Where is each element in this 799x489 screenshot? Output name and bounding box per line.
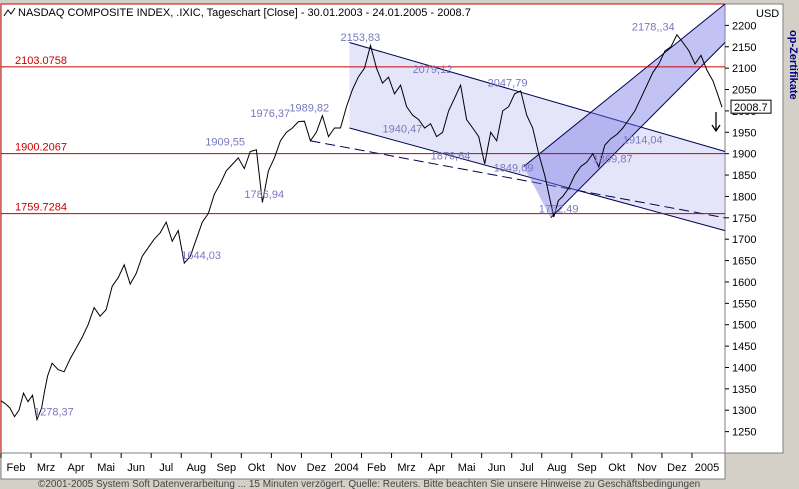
- x-tick-label: Feb: [367, 462, 386, 474]
- last-value-tag: 2008.7: [730, 99, 772, 114]
- annotation-label: 2153,83: [340, 32, 380, 44]
- y-tick-label: 2050: [732, 85, 756, 97]
- channel-upper-line-up: [523, 3, 726, 167]
- plot-area: [0, 3, 726, 454]
- y-tick-label: 1600: [732, 277, 756, 289]
- annotation-label: 2178,,34: [632, 22, 675, 34]
- y-tick-label: 1950: [732, 127, 756, 139]
- x-tick-label: Dez: [667, 462, 687, 474]
- y-axis-panel: [724, 3, 784, 454]
- y-tick-label: 2100: [732, 63, 756, 75]
- y-tick-label: 1800: [732, 191, 756, 203]
- channel-fill-up: [523, 4, 725, 218]
- x-tick-label: Aug: [186, 462, 206, 474]
- x-tick-label: Mrz: [397, 462, 415, 474]
- series-line: [0, 33, 723, 422]
- y-tick-label: 2150: [732, 42, 756, 54]
- annotation-label: 1752,49: [539, 204, 579, 216]
- annotation-label: 2079,12: [413, 64, 453, 76]
- side-label: op-Zertifikate: [787, 30, 799, 100]
- y-tick-label: 1650: [732, 256, 756, 268]
- hline-label: 2103.0758: [15, 55, 67, 67]
- annotation-label: 2047,79: [488, 77, 528, 89]
- x-tick-label: Mai: [97, 462, 115, 474]
- x-tick-label: Nov: [277, 462, 297, 474]
- annotation-label: 1644,03: [181, 250, 221, 262]
- annotations: 2153,83 2079,12 2047,79 2178,,34 1989,821976…: [34, 22, 675, 419]
- y-tick-label: 1750: [732, 213, 756, 225]
- annotation-label: 1989,82: [289, 102, 329, 114]
- x-tick-label: Sep: [217, 462, 237, 474]
- y-tick-label: 1900: [732, 149, 756, 161]
- annotation-label: 1876,64: [431, 151, 471, 163]
- y-tick-label: 1450: [732, 341, 756, 353]
- chart-title: NASDAQ COMPOSITE INDEX, .IXIC, Tageschar…: [18, 7, 471, 19]
- annotation-label: 1909,55: [205, 137, 245, 149]
- x-axis-ticks: Feb Mrz Apr Mai Jun Jul Aug Sep Okt Nov Dez 2004 Feb…: [0, 453, 719, 474]
- annotation-label: 1869,87: [593, 154, 633, 166]
- x-tick-label: Okt: [608, 462, 625, 474]
- annotation-label: 1940,47: [383, 123, 423, 135]
- x-tick-label: Jun: [127, 462, 145, 474]
- x-tick-label: Feb: [7, 462, 26, 474]
- channel-lower-line-up: [550, 42, 726, 219]
- y-tick-label: 1250: [732, 427, 756, 439]
- y-tick-label: 2200: [732, 20, 756, 32]
- trend-channels: [310, 3, 726, 232]
- y-tick-label: 1300: [732, 405, 756, 417]
- horizontal-lines: 2103.0758 1900.2067 1759.7284: [1, 55, 725, 215]
- annotation-label: 1849,09: [494, 162, 534, 174]
- y-axis-ticks: 1250 1300 1350 1400 1450 1500 1550 1600 1650 1700…: [725, 20, 756, 439]
- y-tick-label: 1550: [732, 298, 756, 310]
- x-tick-label: Mai: [458, 462, 476, 474]
- hline-label: 1759.7284: [15, 202, 67, 214]
- channel-upper-line-down: [349, 42, 726, 153]
- annotation-label: 1976,37: [250, 108, 290, 120]
- annotation-label: 1786,94: [244, 189, 284, 201]
- x-tick-label: Aug: [547, 462, 567, 474]
- y-tick-label: 1350: [732, 384, 756, 396]
- y-tick-label: 1500: [732, 320, 756, 332]
- x-tick-label: Dez: [307, 462, 327, 474]
- channel-dashed-line: [310, 140, 726, 219]
- hline-label: 1900.2067: [15, 142, 67, 154]
- price-series: [0, 33, 723, 422]
- y-tick-label: 1850: [732, 170, 756, 182]
- annotation-label: 1278,37: [34, 406, 74, 418]
- channel-fill-down: [349, 42, 725, 231]
- x-tick-label: Mrz: [37, 462, 55, 474]
- x-tick-label: Jun: [488, 462, 506, 474]
- chart-line-icon: [3, 7, 16, 17]
- x-tick-label: Sep: [577, 462, 597, 474]
- x-tick-label: 2005: [695, 462, 719, 474]
- footer-text: ©2001-2005 System Soft Datenverarbeitung…: [38, 479, 700, 489]
- x-tick-label: Jul: [520, 462, 534, 474]
- x-tick-label: Apr: [428, 462, 445, 474]
- currency-label: USD: [756, 8, 779, 20]
- x-axis-panel: [0, 452, 726, 480]
- x-tick-label: Nov: [637, 462, 657, 474]
- y-tick-label: 1700: [732, 234, 756, 246]
- x-tick-label: Okt: [248, 462, 265, 474]
- x-tick-label: Jul: [159, 462, 173, 474]
- down-arrow-icon: [711, 112, 721, 133]
- annotation-label: 1914,04: [623, 135, 663, 147]
- y-tick-label: 1400: [732, 362, 756, 374]
- x-tick-label: 2004: [334, 462, 358, 474]
- last-value-text: 2008.7: [734, 102, 768, 114]
- x-tick-label: Apr: [68, 462, 85, 474]
